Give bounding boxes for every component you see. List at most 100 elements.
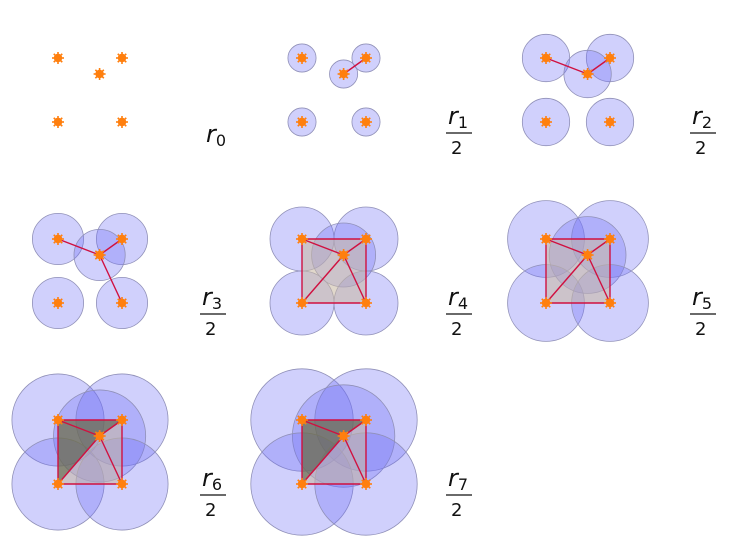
edge-simplex	[342, 254, 367, 304]
label-main: r	[202, 283, 214, 311]
label-sub: 6	[212, 475, 222, 494]
vertex-point	[296, 297, 308, 309]
edge-simplex	[301, 254, 345, 304]
radius-label: r6 2	[200, 464, 226, 521]
label-denominator: 2	[451, 500, 462, 521]
edge-simplex	[545, 238, 588, 256]
label-main: r	[692, 102, 704, 130]
vertex-point	[360, 297, 372, 309]
edge-simplex	[57, 419, 100, 437]
label-denominator: 2	[451, 319, 462, 340]
edge-simplex	[545, 57, 588, 75]
vertex-point	[581, 68, 594, 80]
label-denominator: 2	[695, 138, 706, 159]
vertex-point	[540, 52, 552, 64]
vertex-point	[540, 116, 552, 128]
vertex-point	[337, 249, 350, 261]
panel-r6: r6 2	[11, 373, 226, 531]
vertex-point	[52, 478, 64, 490]
label-main: r	[202, 464, 214, 492]
vertex-point	[52, 297, 64, 309]
vertex-point	[337, 68, 350, 80]
vertex-point	[116, 233, 128, 245]
label-sub: 1	[458, 113, 468, 132]
svg-text:r2: r2	[692, 102, 712, 132]
label-sub: 0	[216, 131, 226, 150]
vertex-point	[540, 233, 552, 245]
radius-label: r7 2	[446, 464, 472, 521]
vertex-point	[116, 297, 128, 309]
label-main: r	[692, 283, 704, 311]
label-denominator: 2	[451, 138, 462, 159]
radius-label: r2 2	[690, 102, 716, 159]
vertex-point	[296, 52, 308, 64]
vertex-point	[52, 233, 64, 245]
vertex-point	[296, 233, 308, 245]
vertex-point	[52, 116, 64, 128]
label-denominator: 2	[205, 500, 216, 521]
vertex-point	[296, 478, 308, 490]
vertex-point	[604, 233, 616, 245]
vertex-point	[360, 116, 372, 128]
label-sub: 3	[212, 294, 222, 313]
panel-r2: r2 2	[521, 33, 716, 159]
radius-label: r0	[206, 120, 226, 150]
panel-r0: r0	[52, 52, 226, 150]
edge-simplex	[586, 254, 611, 304]
vertex-point	[360, 52, 372, 64]
vertex-point	[360, 414, 372, 426]
vertex-point	[93, 249, 106, 261]
vertex-point	[540, 297, 552, 309]
edge-simplex	[301, 419, 344, 437]
svg-text:r3: r3	[202, 283, 222, 313]
vertex-point	[360, 233, 372, 245]
edge-simplex	[57, 435, 101, 485]
vertex-point	[296, 116, 308, 128]
vertex-point	[116, 414, 128, 426]
vertex-point	[93, 430, 106, 442]
panel-r4: r4 2	[269, 206, 472, 340]
vertex-point	[116, 52, 128, 64]
vertex-point	[604, 297, 616, 309]
label-denominator: 2	[205, 319, 216, 340]
svg-text:r1: r1	[448, 102, 468, 132]
vertex-point	[581, 249, 594, 261]
edge-simplex	[57, 238, 100, 256]
panel-r7: r7 2	[250, 368, 472, 536]
svg-text:r4: r4	[448, 283, 468, 313]
svg-text:r0: r0	[206, 120, 226, 150]
radius-label: r1 2	[446, 102, 472, 159]
vertex-point	[116, 478, 128, 490]
label-sub: 4	[458, 294, 468, 313]
edge-simplex	[301, 238, 344, 256]
panel-r5: r5 2	[507, 200, 716, 342]
vertex-point	[296, 414, 308, 426]
label-main: r	[206, 120, 218, 148]
edge-simplex	[545, 254, 589, 304]
edge-simplex	[301, 435, 345, 485]
label-sub: 7	[458, 475, 468, 494]
svg-text:r5: r5	[692, 283, 712, 313]
panel-r3: r3 2	[32, 212, 226, 340]
label-main: r	[448, 102, 460, 130]
vertex-point	[93, 68, 106, 80]
svg-text:r6: r6	[202, 464, 222, 494]
label-main: r	[448, 464, 460, 492]
label-main: r	[448, 283, 460, 311]
vertex-point	[52, 52, 64, 64]
radius-label: r3 2	[200, 283, 226, 340]
radius-label: r4 2	[446, 283, 472, 340]
edge-simplex	[98, 254, 123, 304]
label-denominator: 2	[695, 319, 706, 340]
vertex-point	[337, 430, 350, 442]
vertex-point	[52, 414, 64, 426]
edge-simplex	[98, 435, 123, 485]
vertex-point	[360, 478, 372, 490]
label-sub: 5	[702, 294, 712, 313]
vertex-point	[604, 52, 616, 64]
edge-simplex	[342, 435, 367, 485]
vertex-point	[116, 116, 128, 128]
vertex-point	[604, 116, 616, 128]
svg-text:r7: r7	[448, 464, 468, 494]
